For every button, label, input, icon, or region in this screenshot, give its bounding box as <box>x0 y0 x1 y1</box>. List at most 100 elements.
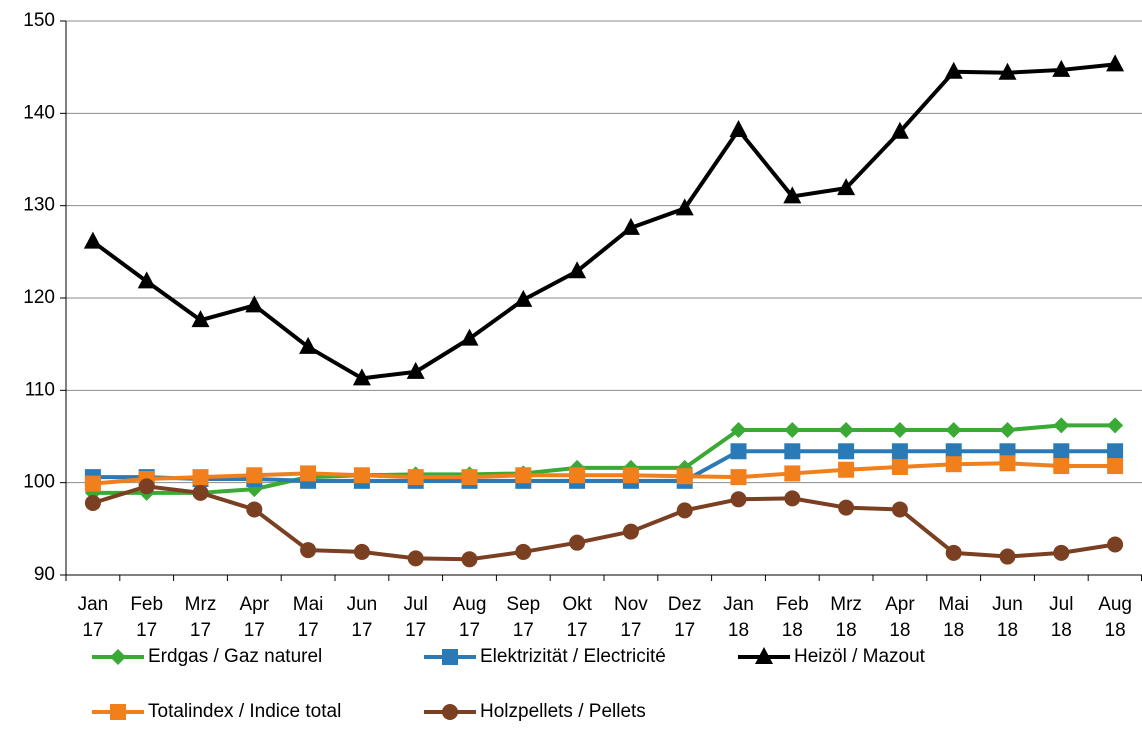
marker <box>730 443 747 460</box>
x-tick-label: Jul 18 <box>1049 594 1074 641</box>
x-tick-label: Jan 17 <box>77 594 109 641</box>
legend-label: Holzpellets / Pellets <box>480 701 646 722</box>
series-line <box>91 62 1116 381</box>
marker <box>1053 417 1070 434</box>
marker <box>569 534 586 551</box>
marker <box>84 494 101 511</box>
marker <box>406 361 425 379</box>
marker <box>999 455 1016 472</box>
marker <box>353 543 370 560</box>
x-tick-label: Aug 17 <box>452 594 487 641</box>
marker <box>1107 443 1124 460</box>
marker <box>192 469 209 486</box>
marker <box>999 422 1016 439</box>
legend-marker <box>442 704 458 720</box>
marker <box>246 501 263 518</box>
y-tick-label: 110 <box>25 379 55 400</box>
x-tick-label: Feb 18 <box>775 594 809 641</box>
marker <box>784 443 801 460</box>
marker <box>838 443 855 460</box>
x-tick-label: Mrz 18 <box>830 594 862 641</box>
marker <box>945 443 962 460</box>
marker <box>1107 458 1124 475</box>
marker <box>621 217 640 235</box>
marker <box>784 465 801 482</box>
x-tick-label: Mai 18 <box>938 594 969 641</box>
x-tick-label: Mai 17 <box>292 594 324 641</box>
marker <box>730 469 747 486</box>
marker <box>1053 443 1070 460</box>
marker <box>353 467 370 484</box>
legend-label: Erdgas / Gaz naturel <box>148 646 322 667</box>
series-line <box>92 423 1116 495</box>
x-tick-label: Feb 17 <box>130 594 164 641</box>
marker <box>407 550 424 567</box>
marker <box>891 443 908 460</box>
x-tick-label: Nov 17 <box>613 594 648 641</box>
x-tick-label: Apr 17 <box>239 594 270 641</box>
marker <box>569 467 586 484</box>
legend-marker <box>110 704 126 720</box>
marker <box>1053 458 1070 475</box>
marker <box>676 502 693 519</box>
marker <box>1107 536 1124 553</box>
series-line <box>92 484 1116 562</box>
marker <box>245 295 264 313</box>
legend-marker <box>442 649 458 665</box>
marker <box>998 62 1017 80</box>
marker <box>622 523 639 540</box>
marker <box>622 467 639 484</box>
y-tick-label: 140 <box>23 102 55 123</box>
marker <box>461 469 478 486</box>
marker <box>568 261 587 279</box>
marker <box>675 198 694 216</box>
series-line <box>92 461 1116 486</box>
x-tick-label: Jul 17 <box>403 594 428 641</box>
marker <box>838 499 855 516</box>
marker <box>138 478 155 495</box>
marker <box>945 544 962 561</box>
marker <box>352 368 371 386</box>
series-line <box>92 449 1116 483</box>
legend-marker <box>110 649 126 665</box>
x-tick-label: Dez 17 <box>667 594 702 641</box>
x-tick-label: Jan 18 <box>723 594 754 641</box>
marker <box>729 119 748 137</box>
x-tick-label: Jun 18 <box>992 594 1023 641</box>
marker <box>300 465 317 482</box>
x-tick-label: Okt 17 <box>562 594 592 641</box>
marker <box>83 231 102 249</box>
marker <box>515 543 532 560</box>
legend-marker <box>755 647 773 664</box>
marker <box>299 336 318 354</box>
marker <box>944 61 963 79</box>
legend-label: Heizöl / Mazout <box>794 646 926 667</box>
legend-label: Elektrizität / Electricité <box>480 646 666 667</box>
marker <box>676 468 693 485</box>
marker <box>890 121 909 139</box>
marker <box>945 422 962 439</box>
marker <box>191 310 210 328</box>
marker <box>1107 417 1124 434</box>
marker <box>730 491 747 508</box>
x-tick-label: Apr 18 <box>885 594 915 641</box>
marker <box>1053 544 1070 561</box>
marker <box>838 422 855 439</box>
marker <box>999 443 1016 460</box>
marker <box>783 186 802 204</box>
marker <box>137 271 156 289</box>
marker <box>300 542 317 559</box>
marker <box>460 328 479 346</box>
marker <box>891 501 908 518</box>
marker <box>784 490 801 507</box>
marker <box>730 422 747 439</box>
y-tick-label: 90 <box>34 564 55 585</box>
y-tick-label: 130 <box>23 195 55 216</box>
y-tick-label: 120 <box>23 287 55 308</box>
x-tick-label: Jun 17 <box>346 594 378 641</box>
marker <box>891 458 908 475</box>
x-tick-label: Aug 18 <box>1098 594 1132 641</box>
x-tick-label: Sep 17 <box>506 594 541 641</box>
